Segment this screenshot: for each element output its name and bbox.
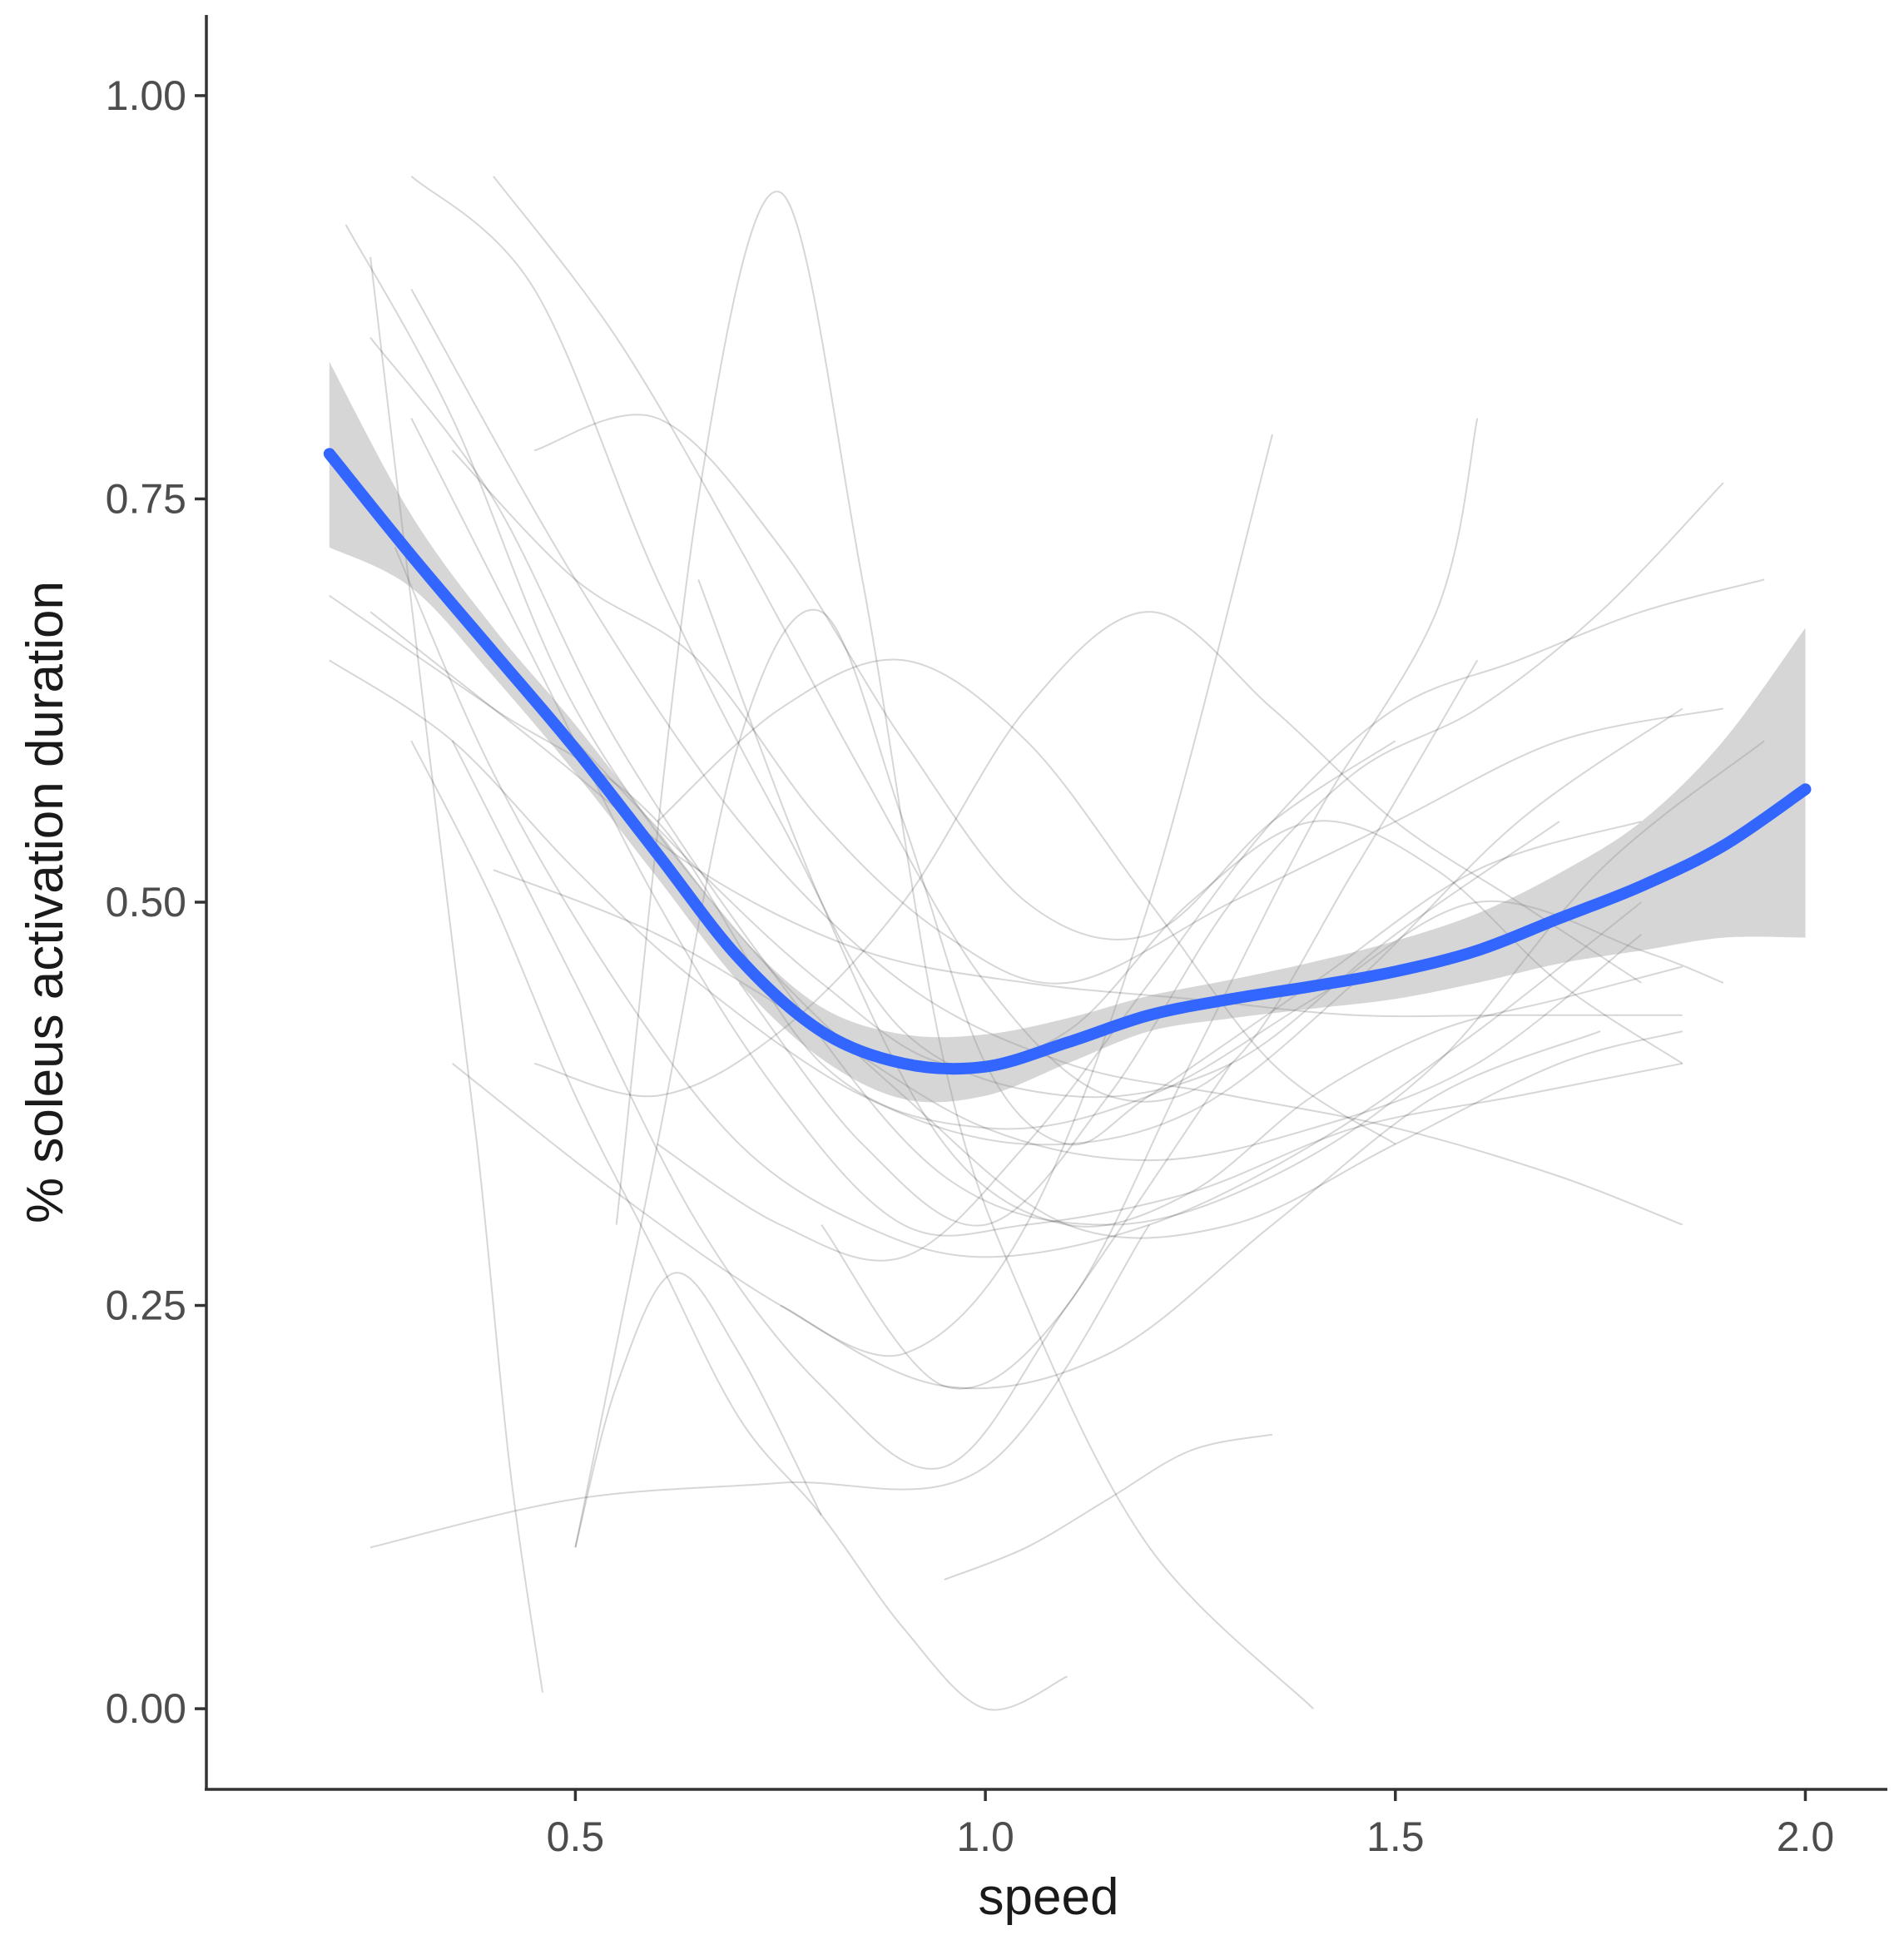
y-axis-title: % soleus activation duration	[17, 581, 74, 1223]
smooth-trend-line	[323, 448, 1812, 1075]
individual-curve-4	[329, 659, 1683, 1146]
individual-curves	[329, 176, 1765, 1711]
individual-curve-3	[369, 336, 1765, 1226]
x-axis-title: speed	[979, 1868, 1119, 1926]
individual-curve-28	[451, 1030, 1601, 1390]
x-tick-label: 2.0	[1777, 1813, 1835, 1860]
x-axis-ticks: 0.5 1.0 1.5 2.0	[547, 1789, 1835, 1860]
x-tick-label: 1.5	[1366, 1813, 1425, 1860]
y-tick-label: 0.00	[106, 1685, 186, 1732]
individual-curve-15	[451, 740, 1232, 1470]
individual-curve-9	[394, 547, 1643, 1258]
individual-curve-12	[574, 608, 1642, 1548]
individual-curve-20	[780, 434, 1273, 1357]
individual-curve-8	[369, 256, 543, 1693]
x-tick-label: 0.5	[547, 1813, 605, 1860]
y-axis-ticks: 0.00 0.25 0.50 0.75 1.00	[106, 72, 206, 1732]
x-tick-label: 1.0	[956, 1813, 1014, 1860]
individual-curve-29	[697, 579, 1683, 1228]
individual-curve-24	[493, 869, 1643, 1162]
individual-curve-23	[369, 611, 1683, 1018]
y-tick-label: 1.00	[106, 72, 186, 119]
individual-curve-6	[615, 191, 1314, 1709]
y-tick-label: 0.75	[106, 475, 186, 522]
individual-curve-19	[738, 482, 1724, 1227]
individual-curve-13	[574, 1272, 822, 1548]
individual-curve-7	[369, 1224, 1151, 1549]
individual-curve-2	[345, 224, 1683, 1239]
individual-curve-21	[821, 418, 1479, 1390]
individual-curve-18	[657, 578, 1765, 1262]
individual-curve-1	[329, 594, 1724, 1130]
individual-curve-22	[410, 289, 1683, 1226]
confidence-ribbon	[329, 361, 1806, 1103]
individual-curve-27	[657, 658, 1396, 1145]
y-tick-label: 0.50	[106, 879, 186, 925]
individual-curve-16	[493, 176, 1479, 1103]
individual-curve-25	[574, 740, 1683, 1067]
individual-curve-30	[533, 414, 1396, 940]
individual-curve-10	[410, 418, 1683, 1237]
individual-curve-26	[944, 1433, 1273, 1580]
individual-curve-11	[451, 449, 1724, 985]
y-tick-label: 0.25	[106, 1283, 186, 1329]
individual-curve-14	[410, 740, 1068, 1711]
individual-curve-17	[533, 611, 1642, 1098]
